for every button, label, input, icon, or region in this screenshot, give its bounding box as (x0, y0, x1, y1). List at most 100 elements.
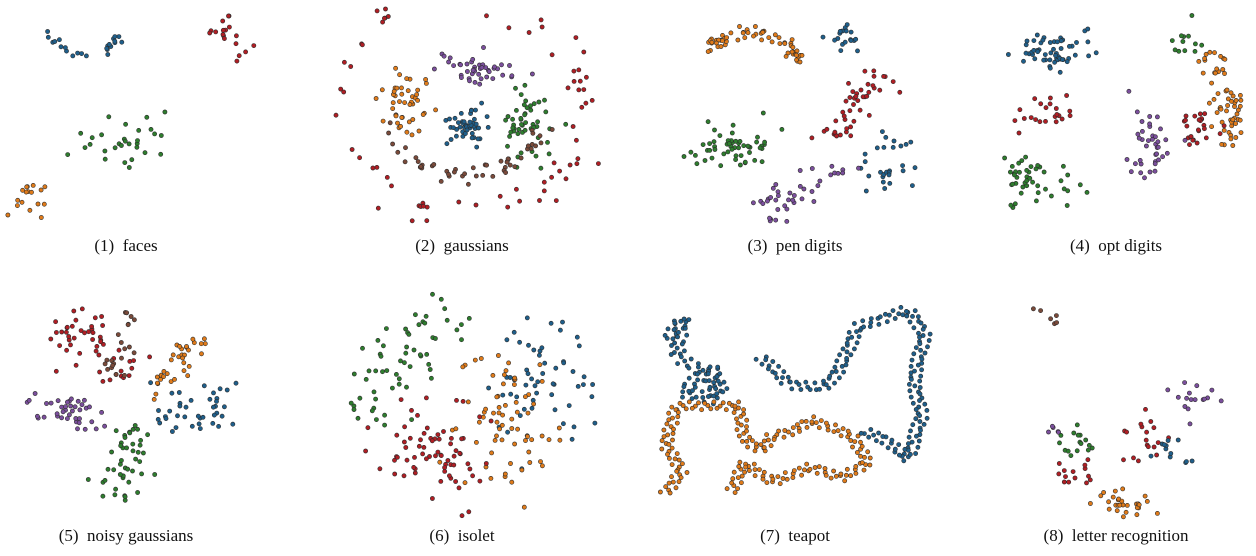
data-point (760, 201, 766, 206)
data-point (796, 382, 802, 387)
data-point (105, 52, 111, 57)
data-point (1225, 103, 1230, 108)
data-point (866, 173, 872, 179)
data-point (912, 165, 918, 171)
data-point (760, 476, 766, 482)
data-point (738, 153, 744, 158)
data-point (409, 408, 414, 413)
data-point (659, 438, 665, 444)
data-point (881, 144, 887, 150)
data-point (181, 360, 187, 366)
data-point (1238, 97, 1244, 103)
data-point (905, 441, 911, 447)
data-point (675, 414, 681, 420)
data-point (351, 371, 357, 377)
data-point (479, 100, 484, 106)
data-point (1168, 451, 1174, 456)
data-point (744, 428, 749, 434)
data-point (200, 414, 206, 420)
data-point (64, 324, 70, 330)
data-point (152, 131, 157, 137)
data-point (662, 333, 668, 338)
data-point (460, 364, 466, 370)
data-point (521, 504, 527, 510)
data-point (1131, 455, 1136, 461)
data-point (459, 513, 465, 519)
data-point (399, 91, 405, 97)
data-point (726, 400, 732, 406)
data-point (1219, 119, 1225, 125)
data-point (509, 73, 515, 79)
data-point (862, 68, 868, 74)
series-4 (1057, 422, 1095, 458)
data-point (1178, 33, 1184, 39)
scatter-plot-1 (5, 13, 257, 220)
data-point (1182, 404, 1188, 409)
series-6 (386, 120, 555, 187)
data-point (5, 212, 11, 218)
data-point (423, 77, 428, 82)
data-point (422, 320, 428, 326)
data-point (518, 116, 524, 121)
data-point (853, 94, 859, 99)
data-point (784, 476, 790, 482)
data-point (595, 161, 601, 166)
data-point (799, 196, 805, 202)
data-point (539, 463, 545, 469)
series-7 (1148, 437, 1195, 465)
series-3 (858, 129, 918, 194)
data-point (484, 74, 490, 80)
data-point (1089, 445, 1095, 451)
data-point (472, 80, 478, 85)
data-point (774, 375, 780, 381)
data-point (195, 413, 201, 419)
series-2 (820, 22, 860, 54)
data-point (509, 426, 515, 431)
data-point (692, 384, 698, 390)
data-point (867, 324, 873, 329)
data-point (581, 374, 587, 380)
data-point (778, 381, 784, 386)
data-point (797, 168, 803, 173)
data-point (465, 399, 471, 405)
data-point (131, 350, 137, 356)
data-point (917, 391, 923, 397)
data-point (441, 53, 447, 59)
data-point (1033, 117, 1038, 122)
data-point (550, 381, 556, 387)
data-point (452, 115, 458, 121)
data-point (539, 379, 545, 384)
data-point (848, 124, 853, 130)
data-point (1083, 437, 1089, 443)
data-point (93, 426, 99, 432)
data-point (823, 382, 829, 388)
data-point (148, 380, 153, 386)
data-point (853, 470, 859, 476)
data-point (122, 346, 128, 352)
data-point (1142, 493, 1148, 499)
data-point (446, 59, 451, 65)
data-point (148, 127, 154, 132)
data-point (478, 76, 484, 82)
data-point (573, 35, 579, 40)
data-point (1024, 167, 1030, 173)
data-point (523, 120, 528, 125)
data-point (1202, 111, 1208, 117)
data-point (575, 384, 581, 389)
data-point (696, 400, 701, 406)
data-point (67, 412, 72, 418)
data-point (804, 461, 810, 467)
data-point (135, 490, 141, 495)
data-point (707, 384, 713, 390)
data-point (557, 437, 563, 443)
data-point (1235, 107, 1241, 113)
data-point (666, 410, 672, 416)
data-point (126, 479, 132, 485)
data-point (754, 139, 759, 145)
data-point (219, 413, 225, 419)
data-point (913, 407, 919, 412)
data-point (77, 407, 83, 413)
data-point (477, 478, 483, 484)
data-point (1051, 46, 1056, 52)
data-point (169, 429, 175, 434)
